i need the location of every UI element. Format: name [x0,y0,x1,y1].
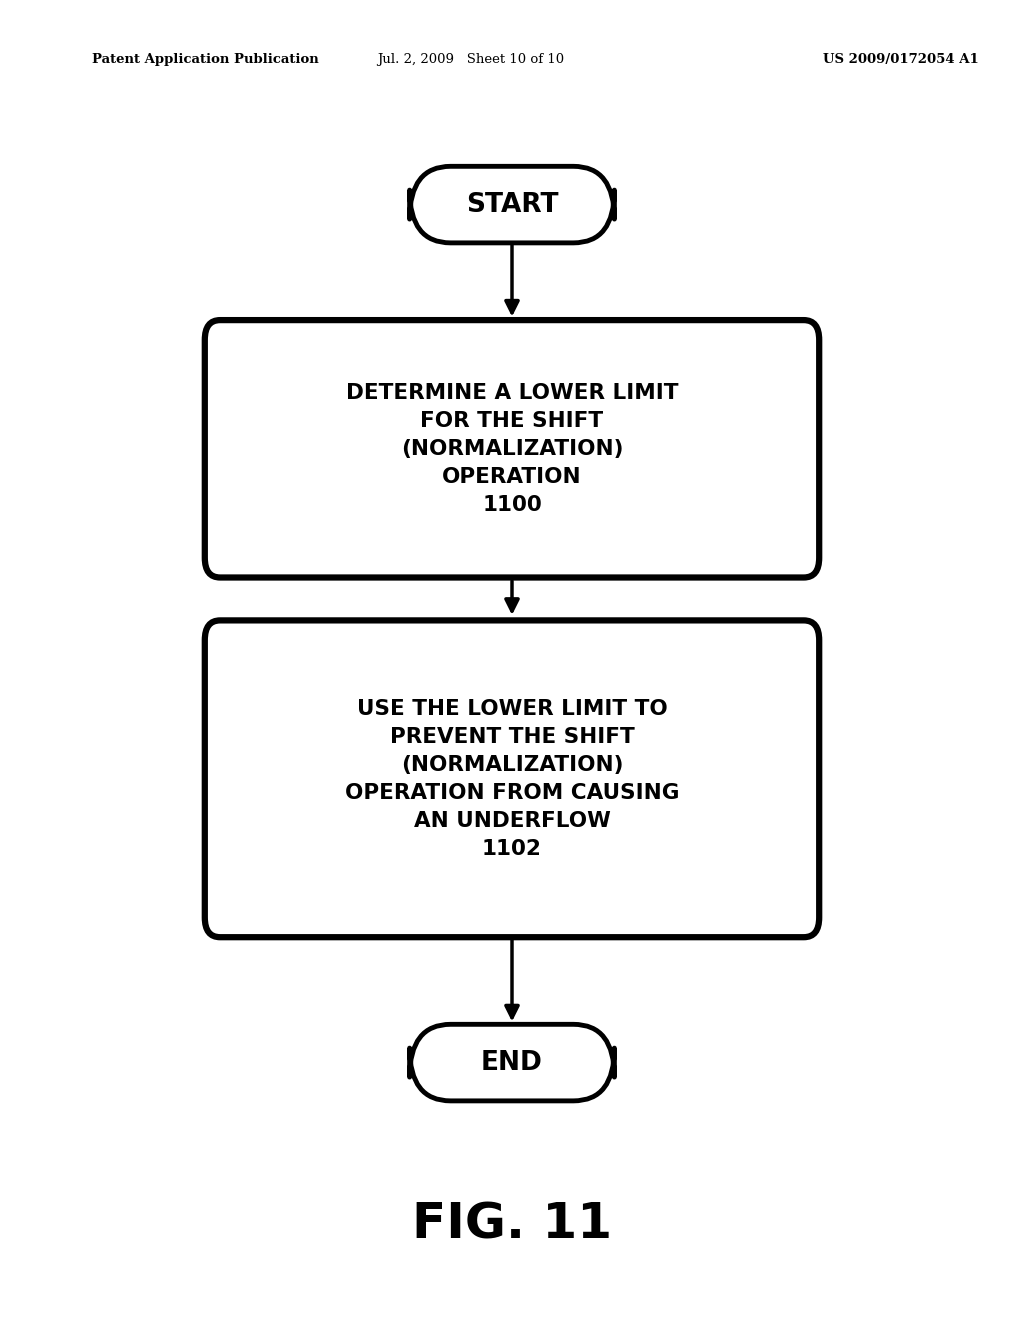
Text: START: START [466,191,558,218]
Text: END: END [481,1049,543,1076]
Text: FIG. 11: FIG. 11 [412,1201,612,1249]
FancyBboxPatch shape [410,166,614,243]
FancyBboxPatch shape [205,319,819,578]
Text: Jul. 2, 2009   Sheet 10 of 10: Jul. 2, 2009 Sheet 10 of 10 [378,53,564,66]
FancyBboxPatch shape [205,620,819,937]
Text: USE THE LOWER LIMIT TO
PREVENT THE SHIFT
(NORMALIZATION)
OPERATION FROM CAUSING
: USE THE LOWER LIMIT TO PREVENT THE SHIFT… [345,698,679,859]
FancyBboxPatch shape [410,1024,614,1101]
Text: Patent Application Publication: Patent Application Publication [92,53,318,66]
Text: DETERMINE A LOWER LIMIT
FOR THE SHIFT
(NORMALIZATION)
OPERATION
1100: DETERMINE A LOWER LIMIT FOR THE SHIFT (N… [346,383,678,515]
Text: US 2009/0172054 A1: US 2009/0172054 A1 [823,53,979,66]
